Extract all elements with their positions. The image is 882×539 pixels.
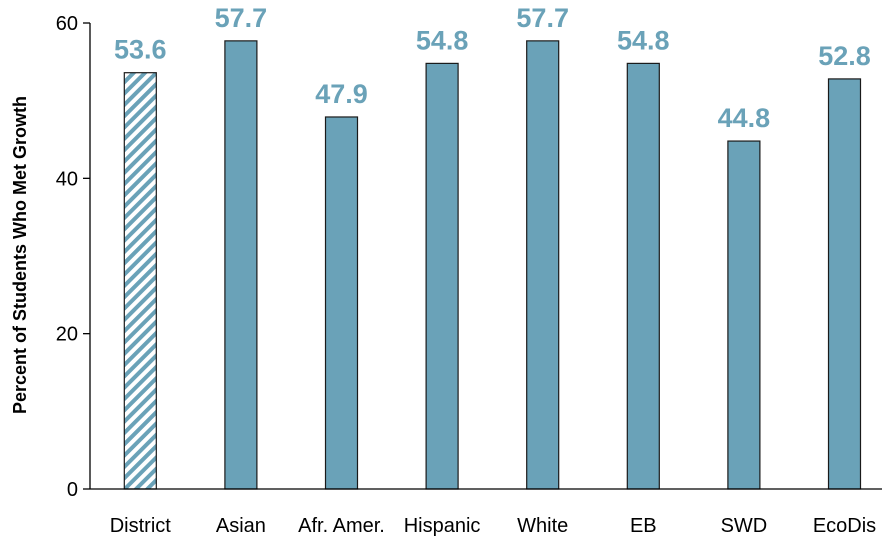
y-tick-label: 0 — [67, 479, 78, 501]
data-label: 57.7 — [215, 3, 268, 33]
y-tick-label: 60 — [56, 13, 78, 35]
y-axis-ticks: 0 20 40 60 — [56, 13, 90, 501]
x-axis-labels: District Asian Afr. Amer. Hispanic White EB SW… — [110, 515, 876, 537]
y-axis-title-text: Percent of Students Who Met Growth — [10, 96, 30, 414]
bar — [626, 62, 660, 490]
data-labels: 53.6 57.7 47.9 54.8 57.7 54.8 44.8 52.8 — [114, 3, 871, 133]
data-label: 47.9 — [315, 79, 368, 109]
bar-highlight — [123, 72, 157, 490]
data-label: 54.8 — [416, 25, 469, 55]
x-category-label: SWD — [721, 515, 768, 537]
y-axis-title: Percent of Students Who Met Growth — [10, 96, 30, 414]
data-label: 54.8 — [617, 25, 670, 55]
bar — [827, 78, 862, 490]
data-label: 57.7 — [516, 3, 569, 33]
bar — [224, 40, 258, 490]
y-tick-label: 40 — [56, 168, 78, 190]
x-category-label: District — [110, 515, 172, 537]
x-category-label: Asian — [216, 515, 266, 537]
bar — [727, 140, 761, 490]
x-category-label: EB — [630, 515, 657, 537]
y-tick-label: 20 — [56, 324, 78, 346]
bar — [526, 40, 560, 490]
bar — [425, 62, 459, 490]
bar — [324, 116, 359, 490]
data-label: 53.6 — [114, 35, 167, 65]
x-category-label: White — [517, 515, 568, 537]
x-category-label: EcoDis — [813, 515, 876, 537]
data-label: 44.8 — [718, 103, 771, 133]
x-category-label: Hispanic — [404, 515, 481, 537]
data-label: 52.8 — [818, 41, 871, 71]
x-category-label: Afr. Amer. — [298, 515, 385, 537]
